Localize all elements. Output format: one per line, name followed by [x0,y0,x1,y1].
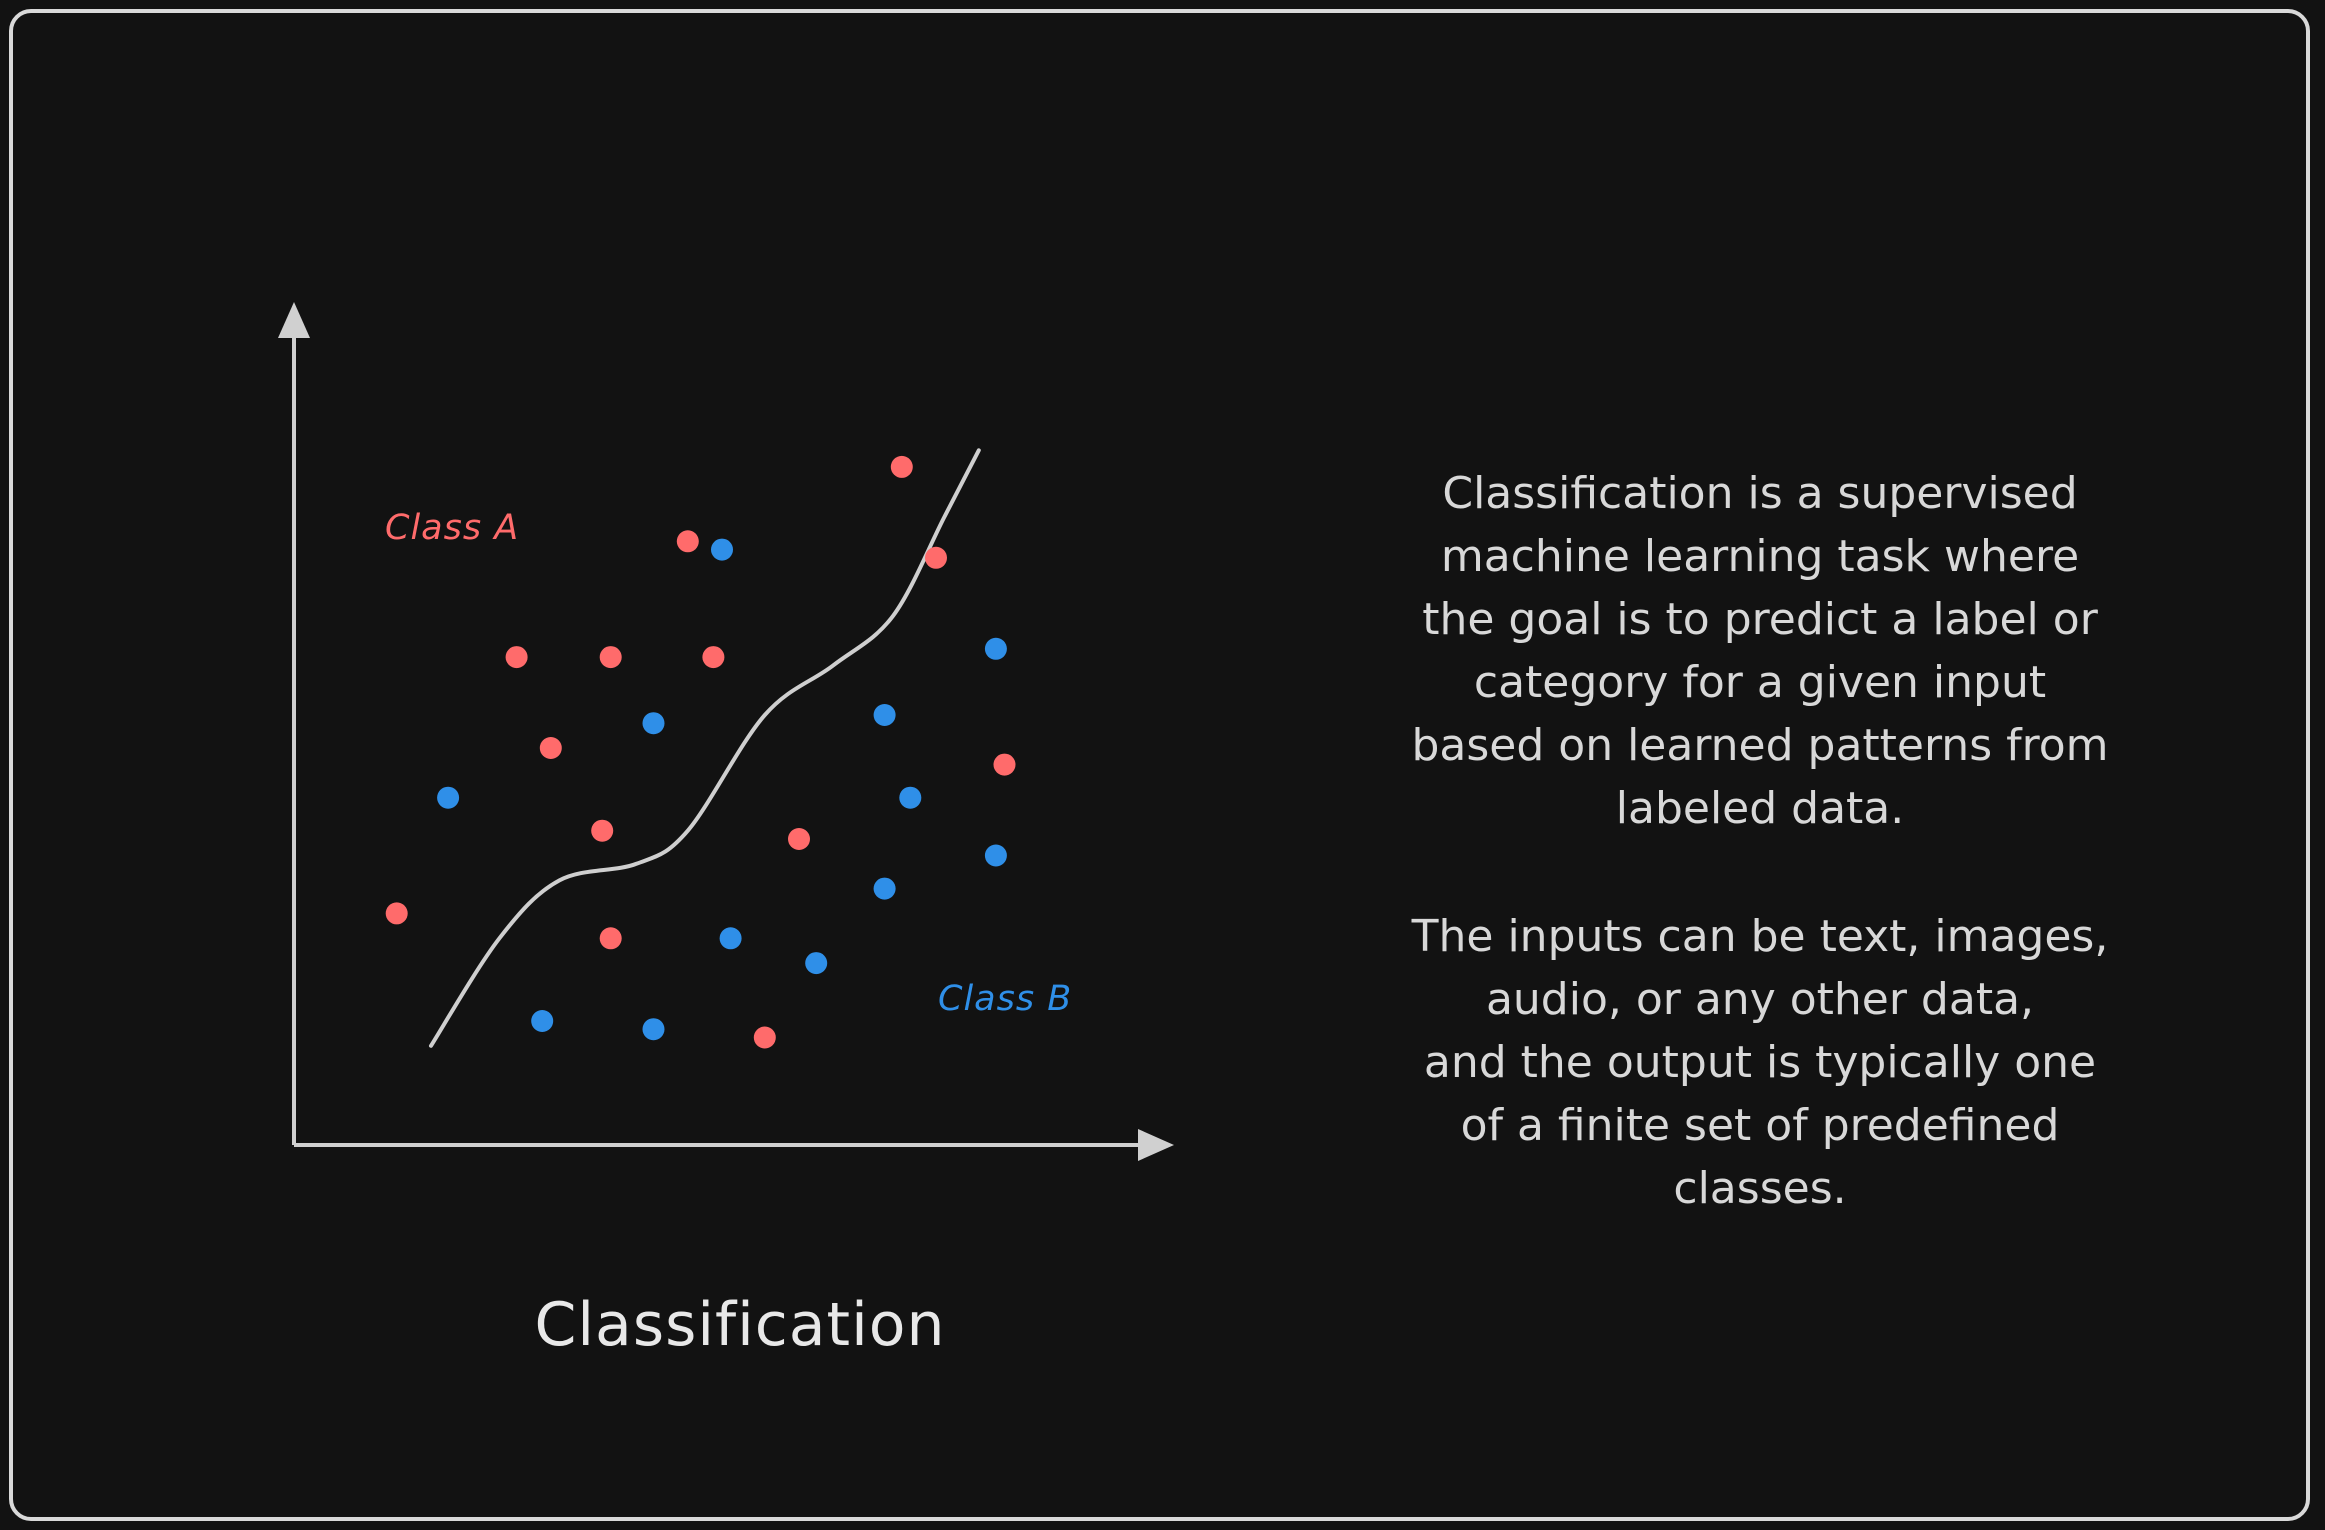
class-b-point [437,786,460,809]
description-line: machine learning task where [1440,531,2080,582]
description-paragraph-2: The inputs can be text, images, audio, o… [1340,905,2180,1220]
description-line: category for a given input [1473,657,2047,708]
class-a-point [385,902,408,925]
description-line: of a finite set of predefined [1460,1100,2060,1151]
class-b-point [805,952,828,975]
class-a-point [676,530,699,553]
class-b-point [873,704,896,726]
class-b-point [873,877,896,900]
description-line: based on learned patterns from [1411,720,2109,771]
canvas-frame [9,9,2310,1521]
class-b-point [984,844,1007,867]
class-b-point [642,712,665,735]
class-a-point [702,646,725,669]
class-a-point [599,927,622,950]
description-line: labeled data. [1615,783,1905,834]
class-b-point [719,927,742,950]
class-a-point [599,646,622,669]
class-a-point [539,737,562,759]
class-a-point [591,819,614,842]
description-line: and the output is typically one [1423,1037,2097,1088]
class-a-point [505,646,528,669]
class-a-point [788,828,810,850]
class-b-point [711,538,733,561]
description-line: classes. [1673,1163,1847,1214]
class-b-point [984,637,1007,660]
decision-boundary-curve [429,448,981,1048]
class-b-point [531,1010,554,1032]
axes [278,302,1174,1161]
data-points [385,455,1016,1049]
diagram-caption: Classification [534,1290,946,1360]
class-a-point [993,753,1016,776]
class-b-point [642,1018,665,1041]
class-a-label: Class A [385,508,520,548]
description-line: the goal is to predict a label or [1422,594,2098,645]
description-line: audio, or any other data, [1485,974,2035,1025]
class-b-label: Class B [938,979,1073,1019]
description-line: Classification is a supervised [1442,468,2078,519]
class-a-point [925,546,947,569]
class-a-point [753,1026,776,1049]
class-b-point [899,786,922,809]
class-a-point [890,455,913,478]
description-line: The inputs can be text, images, [1411,911,2109,962]
description-paragraph-1: Classification is a supervised machine l… [1340,462,2180,840]
